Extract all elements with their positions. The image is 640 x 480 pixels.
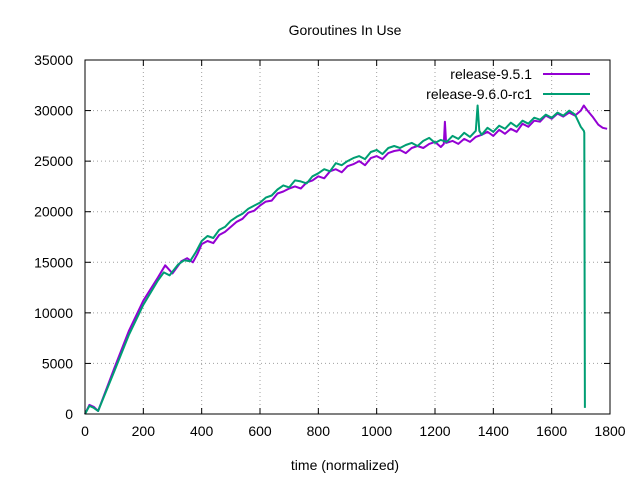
y-tick-label: 0 <box>65 406 73 422</box>
x-tick-label: 800 <box>307 423 331 439</box>
x-tick-label: 400 <box>190 423 214 439</box>
x-tick-label: 600 <box>248 423 272 439</box>
x-tick-label: 1400 <box>478 423 509 439</box>
x-tick-label: 0 <box>81 423 89 439</box>
legend-label-2: release-9.6.0-rc1 <box>426 86 532 102</box>
y-tick-label: 15000 <box>34 254 73 270</box>
legend-label-1: release-9.5.1 <box>450 66 532 82</box>
x-tick-label: 1000 <box>361 423 392 439</box>
y-tick-label: 20000 <box>34 204 73 220</box>
legend: release-9.5.1 release-9.6.0-rc1 <box>426 66 590 102</box>
x-tick-label: 200 <box>132 423 156 439</box>
series-layer <box>84 104 608 415</box>
axis-ticks: 0 200 400 600 800 1000 1200 1400 1600 1800 0 5000 10… <box>34 52 626 439</box>
series-line-1 <box>84 104 608 415</box>
x-axis-label: time (normalized) <box>291 457 399 473</box>
series-line-2 <box>84 104 586 415</box>
plot-frame <box>84 59 611 415</box>
y-tick-label: 5000 <box>42 355 73 371</box>
chart-title: Goroutines In Use <box>289 22 402 38</box>
x-tick-label: 1800 <box>594 423 625 439</box>
x-tick-label: 1600 <box>536 423 567 439</box>
y-tick-label: 10000 <box>34 305 73 321</box>
grid-lines <box>85 60 610 414</box>
y-tick-label: 35000 <box>34 52 73 68</box>
y-tick-label: 30000 <box>34 103 73 119</box>
x-tick-label: 1200 <box>419 423 450 439</box>
y-tick-label: 25000 <box>34 153 73 169</box>
